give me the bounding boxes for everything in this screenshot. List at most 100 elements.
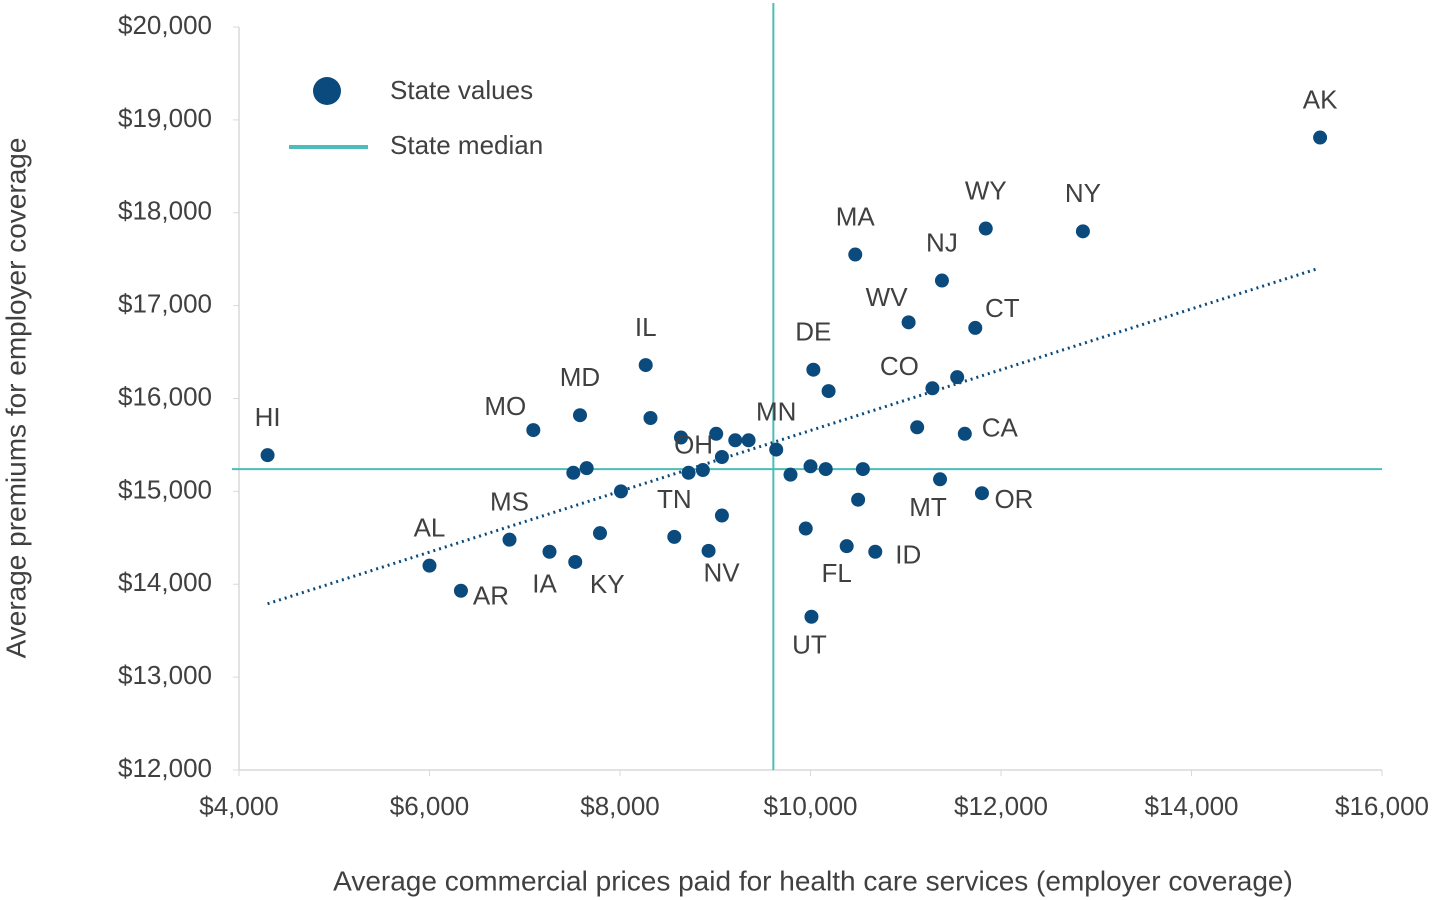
point — [714, 450, 729, 465]
point — [806, 362, 821, 377]
point-label: MA — [836, 201, 876, 231]
x-tick-label: $14,000 — [1145, 791, 1239, 821]
point — [422, 558, 437, 573]
point — [868, 544, 883, 559]
point-label: IA — [532, 569, 557, 599]
point-label: FL — [822, 558, 852, 588]
point — [957, 426, 972, 441]
point — [638, 358, 653, 373]
point-label: WY — [965, 175, 1007, 205]
point — [848, 247, 863, 262]
trendline — [267, 267, 1319, 606]
point-label: AK — [1303, 84, 1338, 114]
legend-marker — [313, 77, 341, 105]
point — [925, 381, 940, 396]
y-axis-title: Average premiums for employer coverage — [0, 138, 31, 659]
point — [1313, 130, 1328, 145]
point — [714, 508, 729, 523]
point — [568, 554, 583, 569]
y-tick-label: $13,000 — [118, 660, 212, 690]
x-tick-label: $12,000 — [954, 791, 1048, 821]
point-label: UT — [792, 630, 827, 660]
point-label: DE — [795, 317, 831, 347]
point — [701, 543, 716, 558]
y-tick-label: $15,000 — [118, 474, 212, 504]
point — [798, 521, 813, 536]
point — [1075, 224, 1090, 239]
point-label: MS — [490, 487, 529, 517]
point — [592, 526, 607, 541]
point — [818, 462, 833, 477]
point — [821, 384, 836, 399]
y-tick-label: $19,000 — [118, 103, 212, 133]
point-label: KY — [590, 569, 625, 599]
point — [542, 544, 557, 559]
point — [855, 462, 870, 477]
y-tick-label: $14,000 — [118, 567, 212, 597]
point — [260, 448, 275, 463]
y-tick-label: $12,000 — [118, 753, 212, 783]
point-label: MT — [909, 492, 947, 522]
point-label: AL — [414, 513, 446, 543]
point-label: OR — [994, 484, 1033, 514]
point — [974, 486, 989, 501]
point-label: AR — [473, 581, 509, 611]
x-tick-label: $16,000 — [1335, 791, 1429, 821]
point-label: OH — [674, 430, 713, 460]
point-label: MO — [484, 391, 526, 421]
point — [783, 467, 798, 482]
point-label: MD — [560, 362, 600, 392]
point — [910, 420, 925, 435]
point — [839, 539, 854, 554]
point-label: MN — [756, 396, 796, 426]
y-tick-label: $20,000 — [118, 10, 212, 40]
point — [526, 423, 541, 438]
point — [803, 459, 818, 474]
point-label: WV — [866, 282, 909, 312]
point — [934, 273, 949, 288]
point — [579, 461, 594, 476]
x-tick-label: $8,000 — [580, 791, 660, 821]
point-label: CO — [880, 351, 919, 381]
point-label: NY — [1065, 178, 1101, 208]
point-label: CT — [985, 293, 1020, 323]
point — [728, 433, 743, 448]
point — [968, 320, 983, 335]
point — [667, 529, 682, 544]
point-label: NJ — [926, 227, 958, 257]
point — [709, 426, 724, 441]
point — [804, 609, 819, 624]
legend-label: State median — [390, 130, 543, 160]
point — [681, 465, 696, 480]
point — [453, 583, 468, 598]
point — [933, 472, 948, 487]
y-tick-label: $18,000 — [118, 196, 212, 226]
y-tick-label: $16,000 — [118, 381, 212, 411]
point — [851, 492, 866, 507]
point — [901, 315, 916, 330]
point — [613, 484, 628, 499]
point — [950, 370, 965, 385]
point — [978, 221, 993, 236]
point — [502, 532, 517, 547]
point — [572, 408, 587, 423]
y-tick-label: $17,000 — [118, 289, 212, 319]
legend-label: State values — [390, 75, 533, 105]
point — [643, 411, 658, 426]
point-label: TN — [657, 484, 692, 514]
point — [566, 465, 581, 480]
point — [695, 463, 710, 478]
point-label: ID — [895, 540, 921, 570]
point-label: HI — [255, 402, 281, 432]
point-label: CA — [982, 413, 1019, 443]
x-tick-label: $4,000 — [199, 791, 279, 821]
point — [769, 442, 784, 457]
point-label: NV — [704, 558, 741, 588]
point-label: IL — [635, 312, 657, 342]
x-tick-label: $10,000 — [764, 791, 858, 821]
x-axis-title: Average commercial prices paid for healt… — [333, 865, 1293, 896]
point — [673, 430, 688, 445]
x-tick-label: $6,000 — [390, 791, 470, 821]
point — [741, 433, 756, 448]
